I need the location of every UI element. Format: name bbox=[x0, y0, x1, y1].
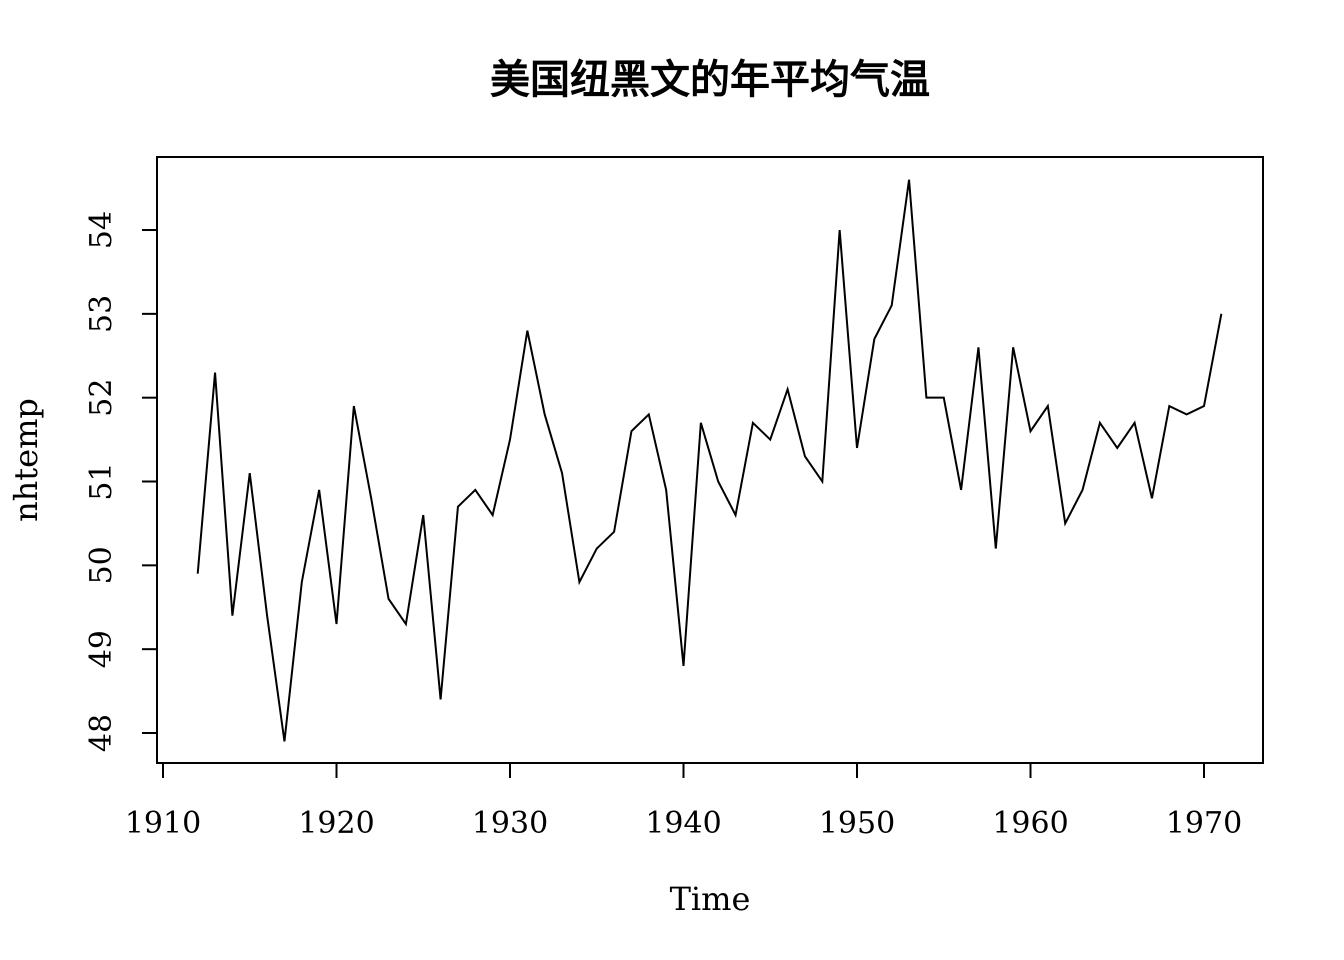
y-tick-label: 48 bbox=[84, 714, 119, 752]
series-line-0 bbox=[196, 179, 1223, 742]
x-tick-label: 1970 bbox=[1166, 806, 1242, 841]
x-tick-label: 1960 bbox=[992, 806, 1068, 841]
y-axis-label: nhtemp bbox=[7, 398, 45, 522]
x-axis-label: Time bbox=[670, 880, 751, 918]
x-tick-label: 1950 bbox=[819, 806, 895, 841]
plot-frame bbox=[156, 156, 1264, 764]
chart-title: 美国纽黑文的年平均气温 bbox=[490, 56, 930, 103]
x-tick-label: 1910 bbox=[125, 806, 201, 841]
y-tick-label: 50 bbox=[84, 546, 119, 584]
x-tick-label: 1920 bbox=[298, 806, 374, 841]
y-tick-label: 52 bbox=[84, 379, 119, 417]
x-tick-label: 1930 bbox=[472, 806, 548, 841]
y-tick-label: 51 bbox=[84, 462, 119, 500]
y-tick-label: 54 bbox=[84, 211, 119, 249]
x-axis: 1910 1920 1930 1940 1950 1960 1970 bbox=[125, 762, 1242, 841]
y-tick-label: 49 bbox=[84, 630, 119, 668]
y-axis: 48 49 50 51 52 53 54 bbox=[84, 211, 158, 752]
x-tick-label: 1940 bbox=[645, 806, 721, 841]
y-tick-label: 53 bbox=[84, 295, 119, 333]
series-group bbox=[196, 179, 1223, 742]
